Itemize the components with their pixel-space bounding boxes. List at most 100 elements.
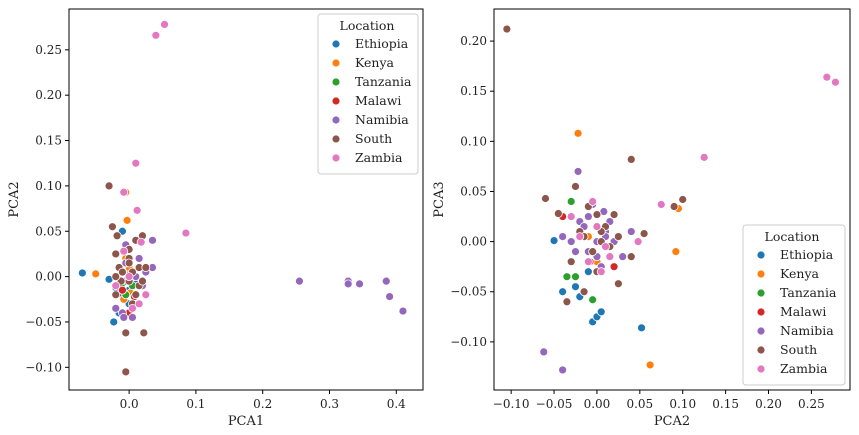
data-point [541, 194, 550, 203]
x-axis-label: PCA1 [228, 414, 264, 429]
data-point [118, 267, 127, 277]
data-point [385, 292, 395, 301]
data-point [637, 323, 646, 333]
data-point [592, 222, 602, 231]
data-point [104, 181, 114, 191]
chart-panel-1: 0.0 0.1 0.2 0.3 0.4 −0.10 −0.05 0.00 0.05 0.10 0.1… [7, 8, 424, 429]
data-point [124, 272, 134, 282]
data-point [539, 347, 549, 357]
legend-marker [756, 288, 766, 298]
data-point [111, 290, 121, 300]
data-point [605, 252, 615, 262]
data-point [553, 209, 563, 218]
data-point [502, 24, 512, 34]
data-point [160, 20, 169, 29]
data-point [343, 279, 353, 289]
y-tick-label: 0.20 [35, 88, 62, 102]
data-point [831, 77, 840, 87]
data-point [111, 281, 121, 291]
data-point [671, 247, 681, 257]
legend-marker [331, 153, 341, 163]
y-tick-label: 0.25 [35, 43, 62, 57]
y-tick-label: 0.10 [460, 134, 487, 148]
series-ethiopia [549, 236, 646, 333]
x-axis-label: PCA2 [654, 414, 690, 429]
data-point [558, 232, 568, 241]
legend: Location Ethiopia Kenya Tanzania Malawi Namib… [317, 13, 419, 175]
legend-marker [331, 115, 341, 125]
data-point [141, 290, 151, 300]
legend-box [317, 13, 419, 175]
x-tick-label: −0.05 [536, 397, 573, 411]
legend-label: Malawi [780, 304, 826, 319]
y-tick-label: −0.10 [25, 360, 62, 374]
legend-title: Location [765, 229, 820, 244]
data-point [108, 222, 117, 232]
data-point [355, 279, 364, 289]
data-point [148, 235, 157, 245]
y-tick-label: −0.10 [450, 335, 487, 349]
data-point [119, 187, 129, 197]
data-point [128, 313, 137, 322]
legend-title: Location [340, 18, 395, 33]
series-kenya [566, 128, 683, 370]
data-point [618, 252, 628, 262]
data-point [669, 202, 679, 211]
x-tick-label: 0.20 [755, 397, 782, 411]
data-point [609, 262, 619, 272]
data-point [822, 72, 832, 82]
data-point [626, 252, 636, 262]
y-tick-label: 0.20 [460, 34, 487, 48]
data-point [122, 215, 132, 225]
data-point [562, 272, 572, 282]
data-point [119, 246, 129, 256]
legend-box [742, 224, 846, 386]
legend-marker [331, 58, 341, 68]
data-point [573, 128, 583, 138]
plot-frame [68, 8, 424, 391]
series-zambia [566, 72, 840, 277]
data-point [588, 295, 598, 305]
data-point [583, 257, 593, 267]
legend-label: South [355, 131, 392, 146]
data-point [134, 299, 144, 309]
y-tick-label: 0.15 [460, 84, 487, 98]
legend-marker [756, 269, 766, 279]
legend-label: Kenya [355, 55, 395, 70]
data-point [579, 287, 589, 297]
data-point [601, 242, 610, 252]
data-point [134, 254, 144, 263]
data-point [596, 267, 606, 277]
data-point [131, 290, 141, 300]
x-tick-label: 0.25 [798, 397, 825, 411]
data-point [118, 285, 127, 295]
data-point [613, 279, 623, 289]
legend-marker [756, 326, 766, 336]
legend-marker [331, 77, 341, 87]
data-point [626, 227, 636, 236]
data-point [111, 249, 121, 259]
legend-label: Malawi [355, 93, 401, 108]
data-point [119, 313, 129, 322]
data-point [571, 182, 580, 191]
y-tick-label: −0.05 [450, 285, 487, 299]
data-point [566, 237, 576, 247]
plot-frame [493, 8, 851, 391]
legend-label: Namibia [355, 112, 409, 127]
data-point [613, 232, 623, 241]
legend-label: Zambia [355, 150, 403, 165]
data-point [398, 306, 408, 316]
y-tick-label: 0.10 [35, 179, 62, 193]
x-tick-label: 0.4 [387, 397, 406, 411]
y-tick-label: 0.15 [35, 134, 62, 148]
data-point [121, 367, 131, 377]
x-tick-label: 0.05 [626, 397, 653, 411]
data-point [571, 247, 580, 257]
legend-label: Zambia [780, 361, 828, 376]
data-point [151, 30, 161, 40]
data-point [131, 158, 141, 168]
legend-marker [331, 39, 341, 49]
data-point [549, 236, 559, 246]
data-point [562, 297, 572, 307]
chart-panel-2: −0.10 −0.05 0.00 0.05 0.10 0.15 0.20 0.25−0.10−… [432, 8, 851, 429]
